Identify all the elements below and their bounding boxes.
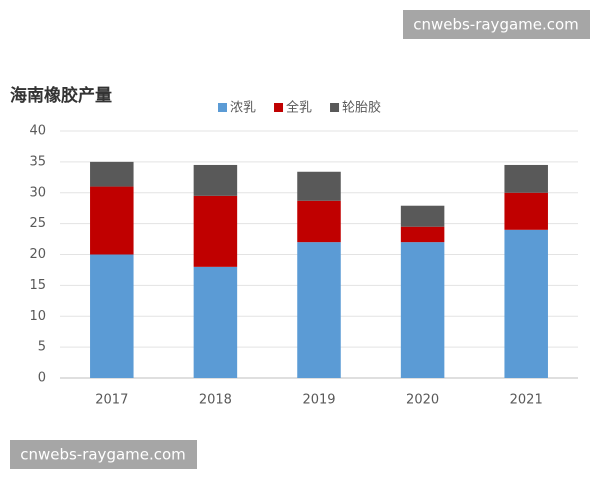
chart-title: 海南橡胶产量 (10, 85, 112, 106)
legend-swatch (330, 103, 340, 112)
y-tick-label: 40 (29, 124, 46, 139)
legend-label: 全乳 (286, 100, 312, 116)
legend-swatch (218, 103, 227, 112)
bar-segment (400, 242, 445, 378)
bar-segment (193, 266, 238, 378)
y-tick-label: 5 (38, 340, 46, 355)
x-tick-label: 2021 (510, 393, 543, 408)
x-tick-label: 2018 (199, 393, 232, 408)
y-tick-label: 25 (29, 216, 46, 231)
x-tick-label: 2017 (95, 393, 128, 408)
y-tick-label: 15 (29, 278, 46, 293)
bar-segment (400, 205, 445, 227)
watermark-box (403, 10, 590, 39)
legend-swatch (274, 103, 284, 112)
bar-segment (504, 164, 548, 193)
bar-segment (193, 195, 238, 267)
bar-segment (90, 161, 134, 187)
bar-segment (90, 186, 134, 255)
bar-segment (400, 226, 445, 243)
bar-segment (504, 229, 548, 378)
legend-label: 轮胎胶 (342, 100, 381, 116)
y-tick-label: 35 (29, 154, 46, 169)
x-tick-label: 2019 (302, 393, 335, 408)
legend-label: 浓乳 (230, 101, 256, 116)
y-tick-label: 20 (29, 247, 46, 262)
y-tick-label: 30 (29, 185, 46, 200)
bar-segment (297, 200, 341, 243)
bar-segment (193, 164, 238, 196)
bar-segment (297, 242, 341, 378)
y-tick-label: 0 (38, 371, 46, 386)
x-tick-label: 2020 (406, 393, 439, 408)
bar-segment (90, 254, 134, 378)
watermark: cnwebs-raygame.com (413, 16, 579, 34)
bar-segment (504, 192, 548, 230)
watermark-box (10, 440, 197, 469)
bar-segment (297, 171, 341, 201)
y-tick-label: 10 (29, 309, 46, 324)
watermark: cnwebs-raygame.com (20, 446, 186, 464)
